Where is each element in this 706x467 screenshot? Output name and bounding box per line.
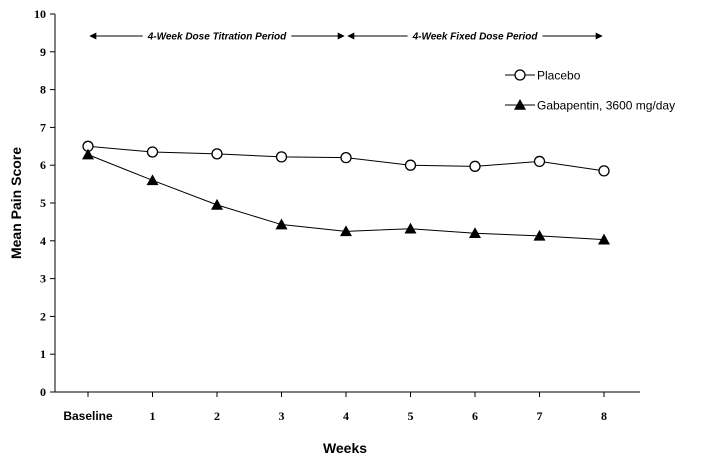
placebo-point xyxy=(211,148,223,160)
x-axis-title: Weeks xyxy=(323,440,367,456)
x-tick-label: 2 xyxy=(214,409,220,423)
x-tick-label: 6 xyxy=(472,409,478,423)
gabapentin-point xyxy=(340,225,352,237)
y-tick-label: 9 xyxy=(40,45,46,59)
y-tick-label: 0 xyxy=(40,385,46,399)
legend-label: Placebo xyxy=(537,69,581,83)
y-tick-label: 10 xyxy=(34,7,46,21)
y-tick-label: 3 xyxy=(40,272,46,286)
placebo-point xyxy=(146,146,159,158)
x-tick-label: 3 xyxy=(279,409,285,423)
gabapentin-point xyxy=(146,174,159,186)
gabapentin-point xyxy=(469,227,481,239)
x-tick-label: 1 xyxy=(150,409,156,423)
y-tick-label: 2 xyxy=(40,309,46,323)
y-tick-label: 1 xyxy=(40,347,46,361)
period-annotation-label: 4-Week Dose Titration Period xyxy=(147,32,287,43)
placebo-point xyxy=(469,160,481,172)
x-tick-label: 5 xyxy=(408,409,414,423)
x-tick-label: 4 xyxy=(343,409,349,423)
placebo-point xyxy=(275,151,288,163)
y-tick-label: 7 xyxy=(40,120,46,134)
placebo-point xyxy=(598,165,610,177)
gabapentin-point xyxy=(211,198,223,210)
x-tick-label: 7 xyxy=(537,409,543,423)
legend-marker-gabapentin xyxy=(514,99,526,110)
gabapentin-point xyxy=(404,222,417,234)
gabapentin-point xyxy=(82,148,94,160)
gabapentin-point xyxy=(598,233,610,245)
legend-label: Gabapentin, 3600 mg/day xyxy=(537,99,675,113)
y-tick-label: 6 xyxy=(40,158,46,172)
y-axis-title: Mean Pain Score xyxy=(8,147,24,259)
legend-marker-placebo xyxy=(514,69,526,81)
y-tick-label: 8 xyxy=(40,83,46,97)
x-tick-label: 8 xyxy=(601,409,607,423)
placebo-point xyxy=(533,155,546,168)
placebo-point xyxy=(340,151,352,164)
x-tick-label: Baseline xyxy=(63,409,113,423)
period-annotation-label: 4-Week Fixed Dose Period xyxy=(412,32,539,43)
gabapentin-point xyxy=(533,229,546,241)
placebo-point xyxy=(404,159,417,171)
y-tick-label: 5 xyxy=(40,196,46,210)
y-tick-label: 4 xyxy=(40,234,46,248)
gabapentin-point xyxy=(275,218,288,230)
